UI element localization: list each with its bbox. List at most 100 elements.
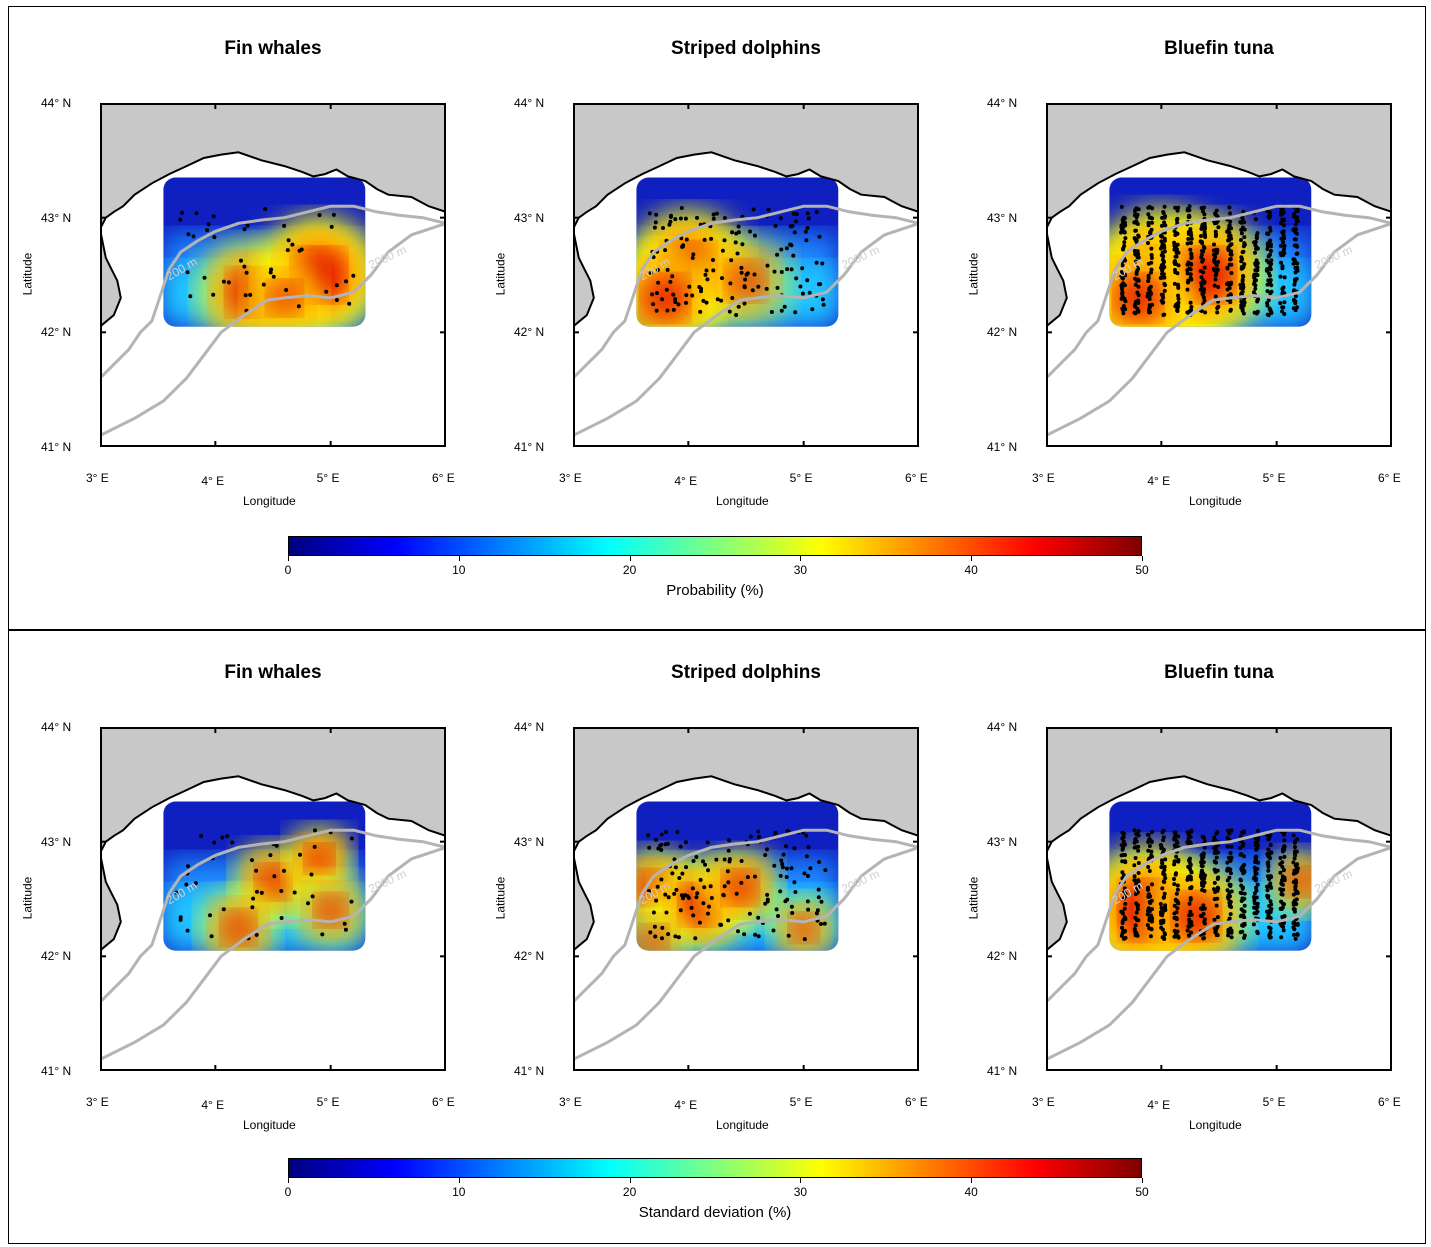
coastline-south bbox=[573, 852, 595, 952]
lat-tick-label: 42° N bbox=[514, 949, 545, 964]
lat-tick-label: 43° N bbox=[987, 834, 1018, 849]
land-area bbox=[1046, 103, 1392, 230]
lat-tick-label: 41° N bbox=[41, 1064, 72, 1078]
coastline bbox=[100, 151, 446, 230]
lat-tick-label: 44° N bbox=[41, 96, 72, 110]
lat-tick-label: 43° N bbox=[514, 834, 545, 849]
colorbar-title-probability: Probability (%) bbox=[666, 582, 764, 599]
lon-tick-label: 3° E bbox=[559, 471, 582, 485]
lon-tick-label: 6° E bbox=[432, 471, 455, 485]
lon-tick-label: 4° E bbox=[201, 1098, 225, 1112]
colorbar-tick bbox=[1142, 556, 1143, 561]
coastline bbox=[573, 775, 919, 854]
x-axis-label: Longitude bbox=[716, 494, 769, 508]
lat-tick-label: 43° N bbox=[514, 210, 545, 225]
colorbar-tick-label: 0 bbox=[284, 563, 292, 577]
map-title-sd-1: Striped dolphins bbox=[671, 662, 821, 683]
lat-tick-label: 42° N bbox=[987, 949, 1018, 964]
lon-tick-label: 3° E bbox=[1032, 471, 1055, 485]
coastline-south bbox=[100, 228, 122, 328]
colorbar-tick-label: 20 bbox=[622, 563, 637, 577]
colorbar-tick bbox=[971, 556, 973, 561]
coastline bbox=[1046, 151, 1392, 230]
svg-text:2000 m: 2000 m bbox=[366, 242, 408, 272]
lon-tick-label: 5° E bbox=[789, 471, 813, 485]
coastline bbox=[1046, 775, 1392, 854]
lon-tick-label: 5° E bbox=[316, 471, 340, 485]
lat-tick-label: 41° N bbox=[41, 440, 72, 454]
lat-tick-label: 44° N bbox=[514, 96, 545, 110]
isobath-200m bbox=[1046, 828, 1392, 1004]
lon-tick-label: 6° E bbox=[1378, 1095, 1401, 1109]
lat-tick-label: 42° N bbox=[987, 325, 1018, 340]
lon-tick-label: 5° E bbox=[789, 1095, 813, 1109]
colorbar-tick bbox=[288, 1178, 289, 1183]
y-axis-label: Latitude bbox=[493, 252, 508, 296]
coastline-south bbox=[1046, 852, 1068, 952]
coastline-south bbox=[573, 228, 595, 328]
y-axis-label: Latitude bbox=[966, 876, 981, 920]
isobath-2000m bbox=[100, 221, 446, 437]
isobath-2000m bbox=[100, 845, 446, 1061]
map-probability-2: 200 m 2000 m bbox=[1046, 103, 1392, 447]
land-area bbox=[100, 727, 446, 854]
land-area-south bbox=[1046, 853, 1067, 951]
map-sd-1: 200 m 2000 m bbox=[573, 727, 919, 1071]
colorbar-tick-label: 10 bbox=[452, 1185, 466, 1199]
land-area-south bbox=[573, 229, 594, 327]
coastline-south bbox=[1046, 228, 1068, 328]
colorbar-tick-label: 50 bbox=[1135, 563, 1149, 577]
colorbar-tick-label: 0 bbox=[284, 1185, 292, 1199]
svg-text:2000 m: 2000 m bbox=[1312, 866, 1354, 896]
colorbar-tick bbox=[288, 556, 289, 561]
land-area bbox=[100, 103, 446, 230]
colorbar-tick-label: 10 bbox=[452, 563, 466, 577]
lat-tick-label: 44° N bbox=[987, 96, 1018, 110]
land-area-south bbox=[1046, 229, 1067, 327]
map-title-probability-2: Bluefin tuna bbox=[1164, 38, 1274, 59]
colorbar-tick bbox=[1142, 1178, 1143, 1183]
lat-tick-label: 44° N bbox=[41, 720, 72, 734]
lon-tick-label: 3° E bbox=[559, 1095, 582, 1109]
svg-text:2000 m: 2000 m bbox=[366, 866, 408, 896]
map-title-sd-0: Fin whales bbox=[224, 662, 322, 683]
isobath-200m bbox=[573, 204, 919, 380]
coastline bbox=[573, 151, 919, 230]
colorbar-tick bbox=[800, 556, 802, 561]
lon-tick-label: 6° E bbox=[432, 1095, 455, 1109]
x-axis-label: Longitude bbox=[716, 1118, 769, 1132]
map-probability-1: 200 m 2000 m bbox=[573, 103, 919, 447]
lat-tick-label: 42° N bbox=[41, 325, 72, 340]
lat-tick-label: 42° N bbox=[514, 325, 545, 340]
colorbar-tick-label: 40 bbox=[964, 1185, 978, 1199]
colorbar-tick bbox=[458, 556, 460, 561]
lon-tick-label: 5° E bbox=[316, 1095, 340, 1109]
colorbar-title-sd: Standard deviation (%) bbox=[638, 1204, 792, 1221]
lat-tick-label: 43° N bbox=[987, 210, 1018, 225]
y-axis-label: Latitude bbox=[966, 252, 981, 296]
lon-tick-label: 3° E bbox=[86, 471, 109, 485]
lat-tick-label: 41° N bbox=[987, 440, 1018, 454]
land-area-south bbox=[100, 229, 121, 327]
svg-text:2000 m: 2000 m bbox=[839, 866, 881, 896]
map-probability-0: 200 m 2000 m bbox=[100, 103, 446, 447]
map-sd-2: 200 m 2000 m bbox=[1046, 727, 1392, 1071]
lon-tick-label: 6° E bbox=[905, 1095, 928, 1109]
colorbar-tick bbox=[971, 1178, 973, 1183]
lon-tick-label: 3° E bbox=[86, 1095, 109, 1109]
colorbar-tick bbox=[458, 1178, 460, 1183]
x-axis-label: Longitude bbox=[243, 494, 296, 508]
land-area bbox=[1046, 727, 1392, 854]
lat-tick-label: 44° N bbox=[987, 720, 1018, 734]
lat-tick-label: 41° N bbox=[987, 1064, 1018, 1078]
lon-tick-label: 4° E bbox=[1147, 1098, 1171, 1112]
lat-tick-label: 41° N bbox=[514, 440, 545, 454]
lon-tick-label: 6° E bbox=[905, 471, 928, 485]
y-axis-label: Latitude bbox=[20, 252, 35, 296]
lat-tick-label: 43° N bbox=[41, 834, 72, 849]
colorbar-tick-label: 30 bbox=[793, 563, 808, 577]
lon-tick-label: 4° E bbox=[201, 474, 225, 488]
colorbar-tick bbox=[800, 1178, 802, 1183]
lon-tick-label: 4° E bbox=[674, 1098, 698, 1112]
lon-tick-label: 5° E bbox=[1262, 471, 1286, 485]
